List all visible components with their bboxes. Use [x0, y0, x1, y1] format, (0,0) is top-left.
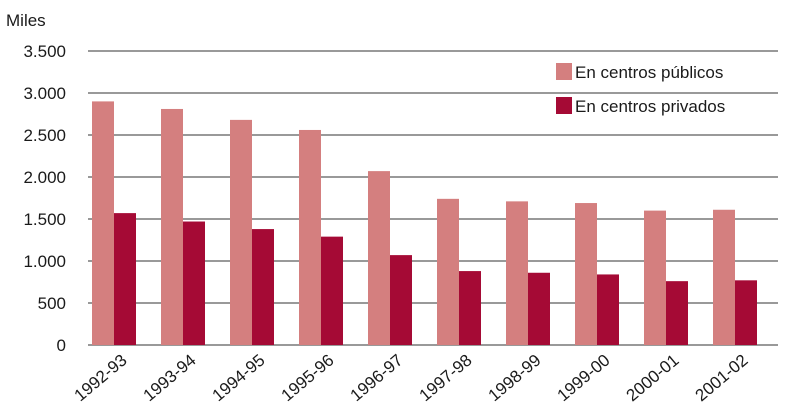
y-tick-label: 2.500: [23, 126, 66, 145]
bar-centros-privados: [183, 221, 205, 345]
bar-centros-privados: [459, 271, 481, 345]
bar-centros-privados: [390, 255, 412, 345]
legend-label: En centros públicos: [575, 63, 723, 82]
legend-label: En centros privados: [575, 97, 725, 116]
y-tick-label: 0: [57, 336, 66, 355]
y-tick-label: 500: [38, 294, 66, 313]
y-tick-label: 1.000: [23, 252, 66, 271]
x-tick-label: 1998-99: [485, 351, 545, 406]
x-tick-label: 1993-94: [140, 351, 200, 406]
y-tick-label: 1.500: [23, 210, 66, 229]
bar-centros-privados: [528, 272, 550, 345]
x-tick-label: 1996-97: [347, 351, 407, 406]
bar-centros-privados: [252, 229, 274, 345]
bar-centros-publicos: [575, 203, 597, 345]
bar-centros-publicos: [506, 201, 528, 345]
bar-centros-privados: [321, 236, 343, 345]
bar-centros-privados: [597, 274, 619, 345]
bar-centros-privados: [114, 213, 136, 345]
bar-centros-publicos: [230, 119, 252, 345]
y-tick-label: 3.000: [23, 84, 66, 103]
bar-centros-publicos: [368, 171, 390, 345]
bar-centros-publicos: [299, 129, 321, 345]
x-tick-label: 2000-01: [623, 351, 683, 406]
bar-centros-publicos: [161, 108, 183, 346]
legend-swatch: [556, 63, 572, 80]
bar-centros-publicos: [437, 198, 459, 345]
y-axis-tick-labels: 0 500 1.000 1.500 2.000 2.500 3.000 3.500: [23, 42, 66, 355]
bar-centros-publicos: [713, 209, 735, 345]
x-tick-label: 1992-93: [71, 351, 131, 406]
bars: [92, 101, 757, 346]
legend: En centros públicos En centros privados: [556, 63, 725, 116]
x-tick-label: 2001-02: [692, 351, 752, 406]
x-tick-label: 1995-96: [278, 351, 338, 406]
x-tick-label: 1997-98: [416, 351, 476, 406]
y-axis-unit-label: Miles: [6, 11, 46, 30]
y-tick-label: 2.000: [23, 168, 66, 187]
bar-centros-privados: [735, 280, 757, 345]
y-tick-label: 3.500: [23, 42, 66, 61]
bar-centros-privados: [666, 281, 688, 345]
legend-swatch: [556, 97, 572, 114]
x-axis-tick-labels: 1992-93 1993-94 1994-95 1995-96 1996-97 1997-…: [71, 351, 752, 406]
x-tick-label: 1994-95: [209, 351, 269, 406]
bar-centros-publicos: [92, 101, 114, 346]
x-tick-label: 1999-00: [554, 351, 614, 406]
bar-centros-publicos: [644, 210, 666, 345]
